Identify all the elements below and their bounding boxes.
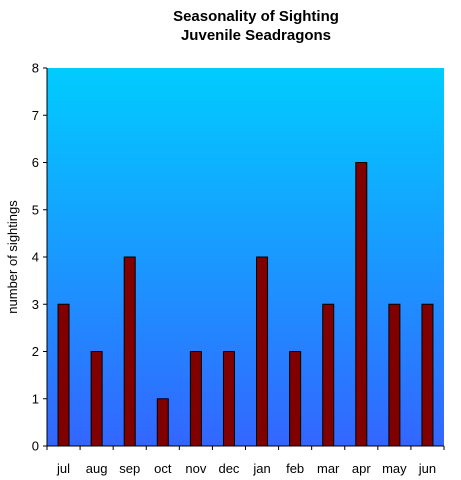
x-tick-label-feb: feb <box>286 461 304 476</box>
x-tick-label-dec: dec <box>218 461 239 476</box>
bar-sep <box>123 256 136 447</box>
y-axis-label: number of sightings <box>5 200 20 314</box>
y-tick-label-3: 3 <box>32 297 39 312</box>
chart-title-line-2: Juvenile Seadragons <box>181 27 331 44</box>
x-tick-label-nov: nov <box>185 461 206 476</box>
y-tick-label-0: 0 <box>32 439 39 454</box>
x-tick-label-sep: sep <box>119 461 140 476</box>
chart-title-line-1: Seasonality of Sighting <box>173 8 339 25</box>
bars <box>57 162 434 447</box>
x-axis: jul aug sep oct nov dec jan feb mar apr may jun <box>46 445 445 476</box>
x-tick-label-oct: oct <box>154 461 172 476</box>
bar-feb <box>289 351 302 447</box>
chart-title: Seasonality of Sighting Juvenile Seadrag… <box>173 8 339 44</box>
bar-mar <box>322 303 335 447</box>
y-tick-label-2: 2 <box>32 344 39 359</box>
bar-oct <box>156 398 169 447</box>
x-tick-label-aug: aug <box>86 461 108 476</box>
plot-area <box>47 68 444 446</box>
bar-aug <box>90 351 103 447</box>
bar-dec <box>222 351 235 447</box>
y-tick-label-5: 5 <box>32 202 39 217</box>
x-tick-label-mar: mar <box>317 461 340 476</box>
bar-jan <box>256 256 269 447</box>
y-tick-label-7: 7 <box>32 108 39 123</box>
bar-may <box>388 303 401 447</box>
x-tick-label-apr: apr <box>352 461 371 476</box>
y-tick-label-4: 4 <box>32 250 39 265</box>
bar-nov <box>189 351 202 447</box>
y-tick-label-1: 1 <box>32 391 39 406</box>
y-axis: 0 1 2 3 4 5 6 7 8 <box>32 61 48 454</box>
y-tick-label-8: 8 <box>32 61 39 76</box>
x-tick-label-jun: jun <box>418 461 436 476</box>
x-tick-label-jul: jul <box>56 461 70 476</box>
bar-jul <box>57 303 70 447</box>
y-tick-label-6: 6 <box>32 155 39 170</box>
bar-apr <box>355 162 368 447</box>
x-tick-label-jan: jan <box>252 461 270 476</box>
bar-jun <box>421 303 434 447</box>
x-tick-label-may: may <box>382 461 407 476</box>
